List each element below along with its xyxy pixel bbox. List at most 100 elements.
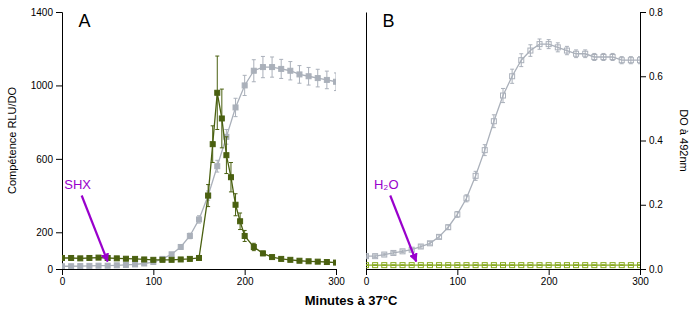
- marker: [69, 264, 74, 269]
- marker: [324, 77, 329, 82]
- error-bar: [391, 264, 395, 266]
- tick-label: 1000: [31, 80, 54, 91]
- marker: [382, 263, 387, 268]
- marker: [366, 254, 369, 259]
- marker: [169, 257, 174, 262]
- error-bar: [629, 264, 633, 266]
- error-bar: [446, 264, 450, 266]
- tick-mark: [153, 269, 154, 275]
- error-bar: [528, 264, 532, 266]
- marker: [366, 263, 369, 268]
- annotation-arrow: [390, 195, 416, 261]
- marker: [601, 263, 606, 268]
- error-bar: [565, 46, 569, 54]
- plot-area: [366, 39, 640, 268]
- tick-label: 0: [364, 276, 370, 287]
- marker: [169, 252, 174, 257]
- error-bar: [179, 245, 183, 249]
- error-bar: [620, 264, 624, 266]
- error-bar: [601, 53, 605, 60]
- marker: [270, 65, 275, 70]
- tick-label: 300: [328, 276, 345, 287]
- marker: [510, 263, 515, 268]
- tick-mark: [640, 141, 646, 142]
- error-bar: [455, 264, 459, 266]
- tick-label: 200: [36, 227, 53, 238]
- marker: [373, 254, 378, 259]
- tick-mark: [640, 269, 646, 270]
- marker: [69, 255, 74, 260]
- marker: [528, 263, 533, 268]
- error-bar: [629, 57, 633, 64]
- marker: [464, 263, 469, 268]
- marker: [334, 260, 337, 265]
- tick-mark: [549, 269, 550, 275]
- marker: [315, 76, 320, 81]
- marker: [564, 263, 569, 268]
- marker: [638, 263, 641, 268]
- tick-label: 0.6: [649, 71, 663, 82]
- marker: [382, 252, 387, 257]
- marker: [270, 255, 275, 260]
- marker: [427, 263, 432, 268]
- marker: [437, 263, 442, 268]
- error-bar: [528, 45, 532, 57]
- marker: [133, 262, 138, 267]
- error-bar: [437, 264, 441, 266]
- marker: [519, 58, 524, 63]
- axis-line: [641, 13, 647, 270]
- tick: 100: [145, 269, 162, 287]
- error-bar: [197, 256, 201, 260]
- error-bar: [197, 216, 201, 223]
- marker: [288, 68, 293, 73]
- axis-line: [367, 270, 641, 276]
- error-bar: [455, 211, 459, 217]
- tick-mark: [640, 76, 646, 77]
- error-bar: [382, 264, 386, 266]
- marker: [418, 244, 423, 249]
- marker: [224, 153, 229, 158]
- error-bar: [391, 252, 395, 255]
- tick-label: 1400: [31, 7, 54, 18]
- marker: [260, 65, 265, 70]
- tick-label: 0.4: [649, 135, 663, 146]
- error-bar: [252, 243, 256, 250]
- error-bar: [574, 50, 578, 58]
- tick-label: 0.2: [649, 199, 663, 210]
- error-bar: [556, 43, 560, 52]
- panel-title: A: [78, 11, 90, 31]
- marker: [242, 83, 247, 88]
- error-bar: [446, 225, 450, 229]
- error-bar: [428, 242, 432, 245]
- error-bar: [243, 75, 247, 95]
- marker: [601, 54, 606, 59]
- error-bar: [215, 160, 219, 172]
- panel: 01002003000.00.20.40.60.8DO à 492nmBH₂O: [364, 7, 691, 287]
- y-axis: 020060010001400: [31, 7, 63, 275]
- marker: [210, 142, 215, 147]
- marker: [583, 51, 588, 56]
- marker: [564, 48, 569, 53]
- marker: [62, 255, 65, 260]
- marker: [455, 212, 460, 217]
- x-axis: 0100200300: [364, 269, 650, 287]
- series: [366, 39, 640, 259]
- tick: 0.0: [640, 264, 663, 275]
- error-bar: [366, 264, 368, 266]
- error-bar: [538, 264, 542, 266]
- marker: [574, 51, 579, 56]
- marker: [409, 263, 414, 268]
- error-bar: [170, 252, 174, 256]
- annotation: SHX: [64, 177, 91, 192]
- marker: [446, 263, 451, 268]
- error-bar: [270, 57, 274, 77]
- error-bar: [492, 264, 496, 266]
- tick: 0.2: [640, 199, 663, 210]
- y2-axis-title: DO à 492nm: [678, 109, 690, 171]
- marker: [619, 58, 624, 63]
- marker: [592, 54, 597, 59]
- marker: [315, 259, 320, 264]
- tick-mark: [640, 205, 646, 206]
- marker: [187, 233, 192, 238]
- error-bar: [510, 264, 514, 266]
